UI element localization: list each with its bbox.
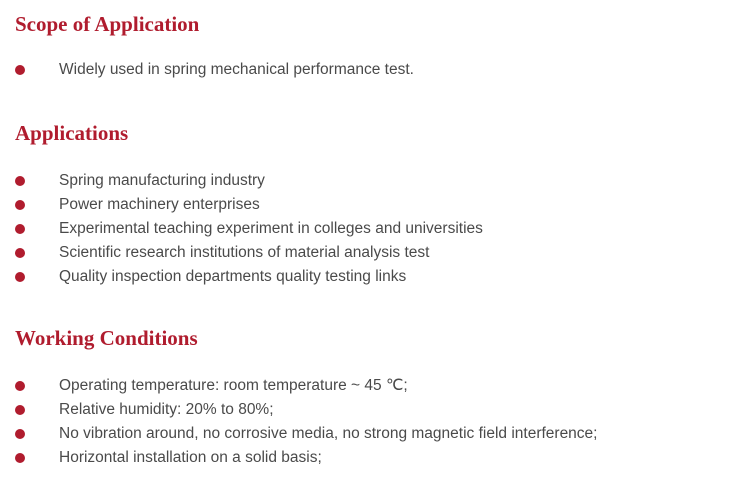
list-item-text: Experimental teaching experiment in coll… bbox=[59, 220, 483, 237]
list-item-text: Relative humidity: 20% to 80%; bbox=[59, 401, 274, 418]
section-title-applications: Applications bbox=[15, 121, 129, 145]
bullet-icon bbox=[15, 248, 25, 258]
list-item-text: Horizontal installation on a solid basis… bbox=[59, 449, 322, 466]
list-item-text: Spring manufacturing industry bbox=[59, 172, 265, 189]
list-item-text: Power machinery enterprises bbox=[59, 196, 260, 213]
bullet-icon bbox=[15, 429, 25, 439]
bullet-icon bbox=[15, 272, 25, 282]
list-item-text: Widely used in spring mechanical perform… bbox=[59, 61, 414, 78]
bullet-icon bbox=[15, 453, 25, 463]
section-title-scope: Scope of Application bbox=[15, 12, 200, 36]
bullet-icon bbox=[15, 65, 25, 75]
list-item-text: Scientific research institutions of mate… bbox=[59, 244, 430, 261]
section-title-working-conditions: Working Conditions bbox=[15, 326, 198, 350]
bullet-icon bbox=[15, 381, 25, 391]
bullet-icon bbox=[15, 405, 25, 415]
bullet-icon bbox=[15, 200, 25, 210]
list-item-text: Quality inspection departments quality t… bbox=[59, 268, 407, 285]
bullet-icon bbox=[15, 176, 25, 186]
list-item-text: Operating temperature: room temperature … bbox=[59, 377, 408, 394]
list-item-text: No vibration around, no corrosive media,… bbox=[59, 425, 598, 442]
bullet-icon bbox=[15, 224, 25, 234]
